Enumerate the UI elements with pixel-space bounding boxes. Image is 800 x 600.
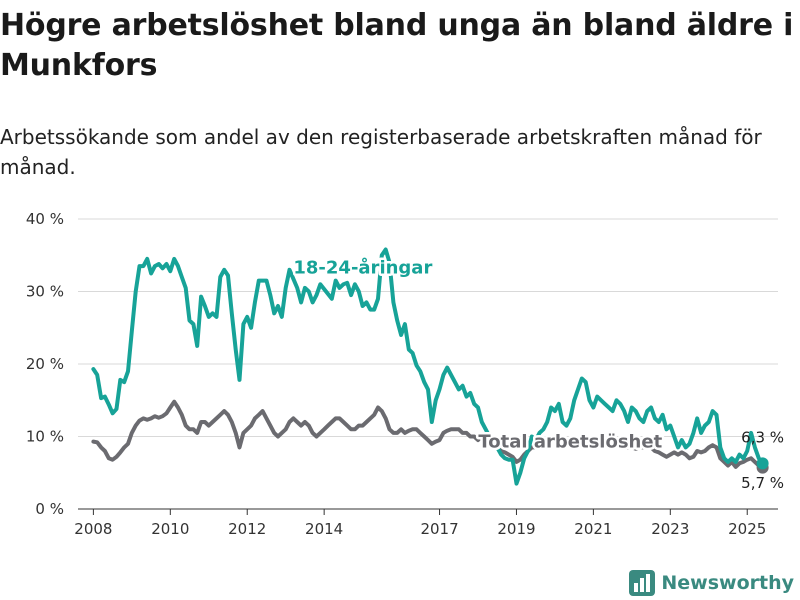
x-tick-label: 2021 — [574, 520, 612, 538]
series-label-youth: 18-24-åringar — [293, 256, 432, 278]
y-tick-label: 10 % — [26, 428, 64, 446]
series-label-total: Total arbetslöshet — [478, 431, 662, 452]
end-value-label-youth: 6,3 % — [741, 428, 784, 446]
x-tick-label: 2019 — [497, 520, 535, 538]
chart-subtitle: Arbetssökande som andel av den registerb… — [0, 125, 762, 179]
x-tick-label: 2012 — [228, 520, 266, 538]
x-axis: 2008 2010 2012 2014 2017 2019 2021 2023 2025 — [74, 509, 766, 538]
newsworthy-logo-icon — [629, 570, 656, 596]
x-tick-label: 2010 — [151, 520, 189, 538]
x-tick-label: 2014 — [305, 520, 343, 538]
x-tick-label: 2008 — [74, 520, 112, 538]
end-value-label-total: 5,7 % — [741, 474, 784, 492]
x-tick-label: 2023 — [651, 520, 689, 538]
chart-title: Högre arbetslöshet bland unga än bland ä… — [0, 8, 794, 83]
series-lines — [91, 247, 769, 486]
x-tick-label: 2025 — [728, 520, 766, 538]
y-tick-label: 0 % — [35, 500, 64, 518]
series-line-youth — [91, 247, 765, 486]
x-tick-label: 2017 — [420, 520, 458, 538]
brand-name: Newsworthy — [661, 572, 794, 594]
y-tick-label: 30 % — [26, 283, 64, 301]
y-tick-label: 20 % — [26, 355, 64, 373]
gridlines: 0 % 10 % 20 % 30 % 40 % — [26, 210, 778, 518]
y-tick-label: 40 % — [26, 210, 64, 228]
chart-annotations: 18-24-åringar Total arbetslöshet 6,3 % 5,7 … — [291, 254, 784, 492]
series-line-total — [91, 399, 765, 470]
line-chart: 0 % 10 % 20 % 30 % 40 % 2008 2010 2012 2014 2017… — [26, 210, 784, 538]
end-point-youth — [756, 457, 769, 470]
brand: Newsworthy — [629, 570, 794, 596]
